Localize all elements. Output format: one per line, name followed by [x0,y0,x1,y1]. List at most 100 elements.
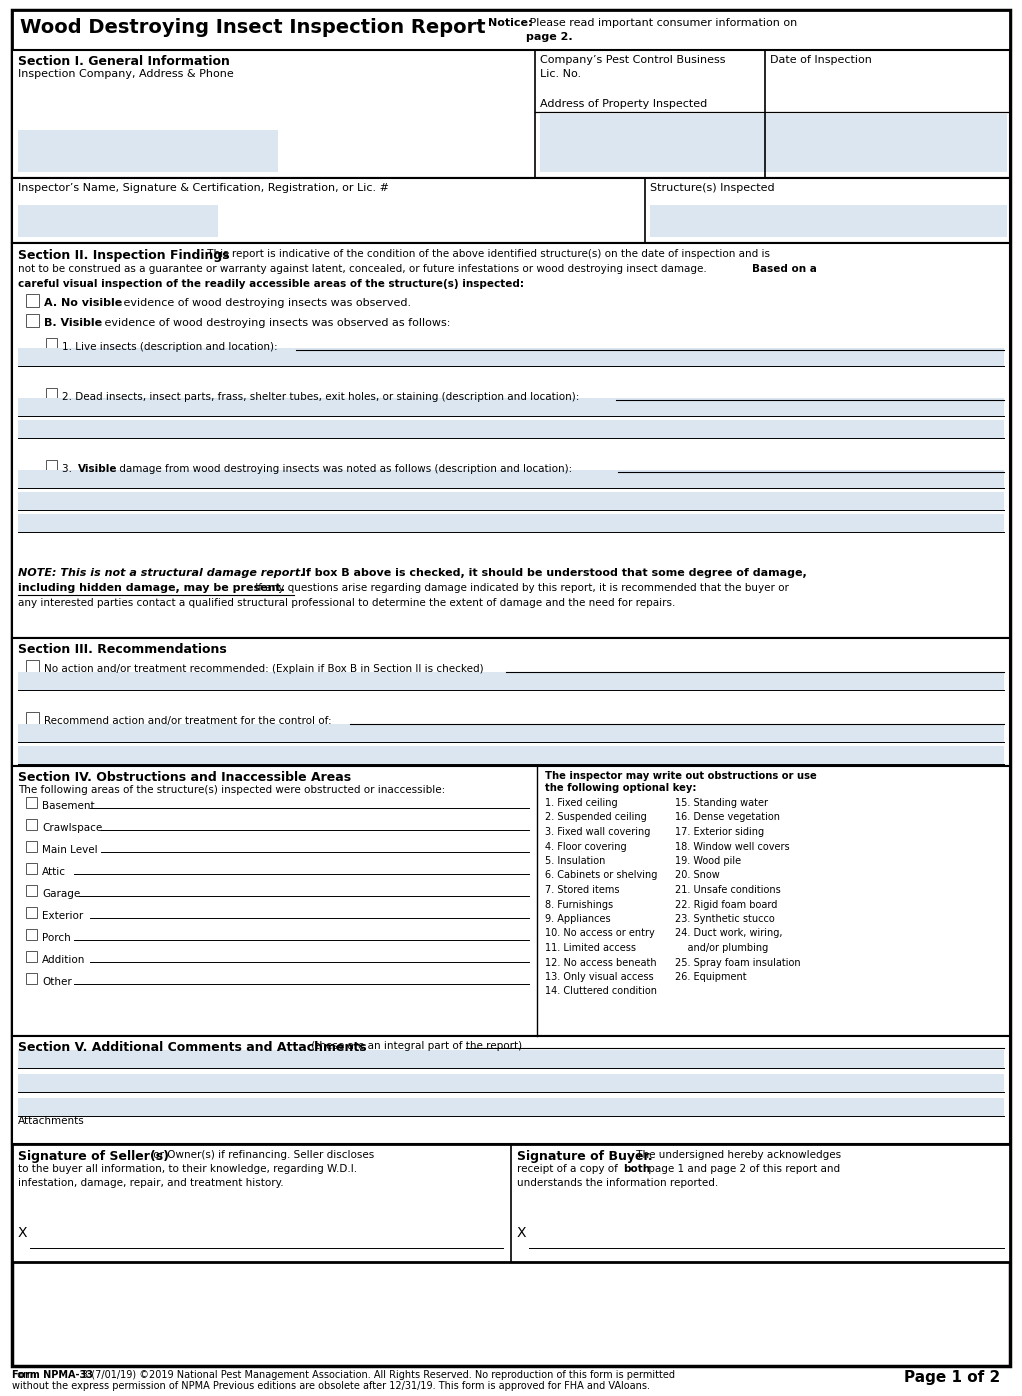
Text: Page 1 of 2: Page 1 of 2 [903,1369,1000,1385]
Bar [12,179,1010,243]
Bar [12,638,1010,766]
Text: Section II. Inspection Findings: Section II. Inspection Findings [18,248,230,262]
Text: 5. Insulation: 5. Insulation [545,856,605,866]
Text: Form: Form [12,1369,40,1381]
Text: Address of Property Inspected: Address of Property Inspected [540,99,707,109]
Text: Form NPMA-33: Form NPMA-33 [12,1369,93,1381]
Text: Other: Other [42,977,72,987]
Text: Inspector’s Name, Signature & Certification, Registration, or Lic. #: Inspector’s Name, Signature & Certificat… [18,183,389,193]
Bar [18,1074,1004,1092]
Text: receipt of a copy of: receipt of a copy of [517,1164,621,1174]
Bar [26,712,39,725]
Text: 1. Fixed ceiling: 1. Fixed ceiling [545,799,617,808]
Bar [18,745,1004,764]
Text: Attachments: Attachments [18,1115,85,1127]
Text: 20. Snow: 20. Snow [675,871,719,881]
Text: 26. Equipment: 26. Equipment [675,972,747,981]
Bar [18,491,1004,510]
Text: both: both [623,1164,650,1174]
Text: 10. No access or entry: 10. No access or entry [545,928,655,938]
Text: page 1 and page 2 of this report and: page 1 and page 2 of this report and [645,1164,840,1174]
Text: Exterior: Exterior [42,912,83,921]
Text: Visible: Visible [78,463,118,475]
Bar [26,885,37,896]
Text: 25. Spray foam insulation: 25. Spray foam insulation [675,958,800,967]
Text: Garage: Garage [42,889,81,899]
Text: 16. Dense vegetation: 16. Dense vegetation [675,812,780,822]
Text: Attic: Attic [42,867,66,877]
Text: Company’s Pest Control Business: Company’s Pest Control Business [540,54,726,66]
Bar [540,130,760,172]
Text: Porch: Porch [42,933,71,944]
Text: (these are an integral part of the report): (these are an integral part of the repor… [308,1041,522,1051]
Text: X: X [517,1226,526,1240]
Text: 18. Window well covers: 18. Window well covers [675,842,790,852]
Text: including hidden damage, may be present.: including hidden damage, may be present. [18,584,285,593]
Bar [46,338,57,349]
Text: Recommend action and/or treatment for the control of:: Recommend action and/or treatment for th… [44,716,331,726]
Text: 2. Suspended ceiling: 2. Suspended ceiling [545,812,647,822]
Text: Structure(s) Inspected: Structure(s) Inspected [650,183,775,193]
Text: Lic. No.: Lic. No. [540,68,582,80]
Text: The following areas of the structure(s) inspected were obstructed or inaccessibl: The following areas of the structure(s) … [18,785,446,794]
Text: 22. Rigid foam board: 22. Rigid foam board [675,899,778,910]
Text: evidence of wood destroying insects was observed.: evidence of wood destroying insects was … [120,297,411,309]
Text: 19. Wood pile: 19. Wood pile [675,856,741,866]
Bar [26,928,37,940]
Text: Signature of Seller(s): Signature of Seller(s) [18,1150,169,1163]
Text: 7. Stored items: 7. Stored items [545,885,619,895]
Text: 6. Cabinets or shelving: 6. Cabinets or shelving [545,871,657,881]
Bar [18,725,1004,743]
Text: Date of Inspection: Date of Inspection [770,54,872,66]
Text: any interested parties contact a qualified structural professional to determine : any interested parties contact a qualifi… [18,597,676,609]
Bar [12,10,1010,50]
Bar [12,1143,1010,1262]
Text: Based on a: Based on a [752,264,817,274]
Text: infestation, damage, repair, and treatment history.: infestation, damage, repair, and treatme… [18,1178,284,1188]
Text: careful visual inspection of the readily accessible areas of the structure(s) in: careful visual inspection of the readily… [18,279,524,289]
Text: Section III. Recommendations: Section III. Recommendations [18,644,227,656]
Text: 14. Cluttered condition: 14. Cluttered condition [545,987,657,997]
Bar [12,243,1010,638]
Bar [26,660,39,673]
Text: to the buyer all information, to their knowledge, regarding W.D.I.: to the buyer all information, to their k… [18,1164,357,1174]
Bar [26,973,37,984]
Text: or Owner(s) if refinancing. Seller discloses: or Owner(s) if refinancing. Seller discl… [150,1150,374,1160]
Text: If any questions arise regarding damage indicated by this report, it is recommen: If any questions arise regarding damage … [252,584,789,593]
Bar [26,295,39,307]
Text: 17. Exterior siding: 17. Exterior siding [675,826,764,838]
Text: not to be construed as a guarantee or warranty against latent, concealed, or fut: not to be construed as a guarantee or wa… [18,264,710,274]
Text: 8. Furnishings: 8. Furnishings [545,899,613,910]
Text: Please read important consumer information on: Please read important consumer informati… [526,18,801,28]
Text: The inspector may write out obstructions or use: The inspector may write out obstructions… [545,771,817,780]
Text: Inspection Company, Address & Phone: Inspection Company, Address & Phone [18,68,234,80]
Text: B. Visible: B. Visible [44,318,102,328]
Text: Notice:: Notice: [487,18,532,28]
Bar [26,951,37,962]
Bar [26,840,37,852]
Text: understands the information reported.: understands the information reported. [517,1178,718,1188]
Text: Signature of Buyer.: Signature of Buyer. [517,1150,653,1163]
Text: 11. Limited access: 11. Limited access [545,944,636,953]
Bar [18,470,1004,489]
Bar [540,114,1007,172]
Text: 15. Standing water: 15. Standing water [675,799,768,808]
Bar [650,205,1007,237]
Bar [12,766,1010,1036]
Bar [18,130,278,172]
Text: NOTE: This is not a structural damage report.: NOTE: This is not a structural damage re… [18,568,305,578]
Text: Section I. General Information: Section I. General Information [18,54,230,68]
Text: Addition: Addition [42,955,86,965]
Text: 4. Floor covering: 4. Floor covering [545,842,626,852]
Text: 12. No access beneath: 12. No access beneath [545,958,656,967]
Bar [26,314,39,327]
Text: damage from wood destroying insects was noted as follows (description and locati: damage from wood destroying insects was … [117,463,572,475]
Bar [12,1036,1010,1143]
Bar [18,1099,1004,1115]
Bar [770,130,1007,172]
Bar [26,797,37,808]
Text: the following optional key:: the following optional key: [545,783,697,793]
Text: A. No visible: A. No visible [44,297,123,309]
Text: 3. Fixed wall covering: 3. Fixed wall covering [545,826,650,838]
Text: The undersigned hereby acknowledges: The undersigned hereby acknowledges [633,1150,841,1160]
